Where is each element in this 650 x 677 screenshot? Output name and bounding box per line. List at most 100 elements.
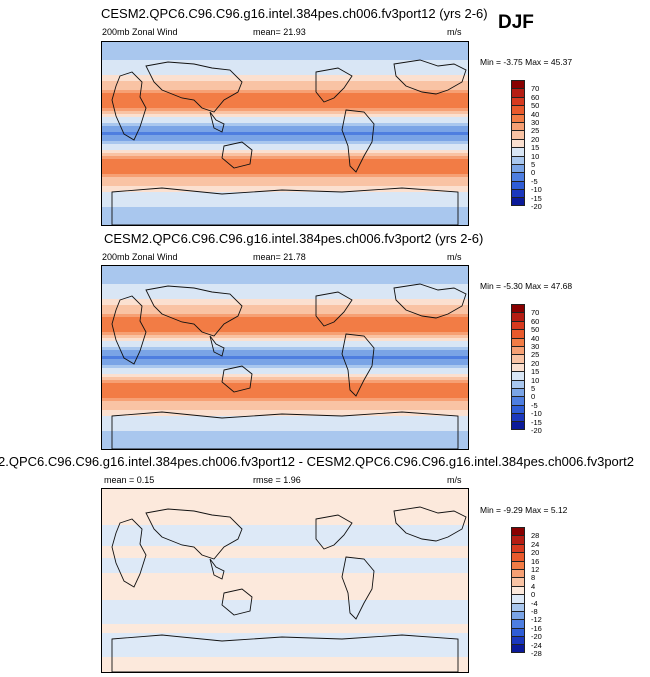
panel3-colorbar-tick-label: 12 xyxy=(531,565,540,574)
panel1-latitude-band xyxy=(102,165,468,169)
panel3-coastline xyxy=(341,556,375,620)
panel1-colorbar-swatch xyxy=(511,189,525,198)
panel1-colorbar-tick-label: 5 xyxy=(531,160,536,169)
panel2-latitude-band xyxy=(102,329,468,333)
panel2-latitude-band xyxy=(102,395,468,399)
panel2-colorbar-tick-label: -15 xyxy=(531,417,542,427)
panel1-latitude-band xyxy=(102,162,468,166)
panel1-colorbar-tick-label: -20 xyxy=(531,202,542,211)
panel2-colorbar-tick-label: -20 xyxy=(531,426,542,435)
panel3-coastline xyxy=(221,588,253,616)
panel2-latitude-band xyxy=(102,290,468,294)
panel2-variable-label: 200mb Zonal Wind xyxy=(102,252,178,262)
panel3-coastline xyxy=(393,506,467,542)
panel1-colorbar-tick-label: -10 xyxy=(531,185,542,195)
panel2-colorbar-tick-label: 30 xyxy=(531,342,540,351)
panel2-latitude-band xyxy=(102,269,468,273)
panel3-latitude-band xyxy=(102,660,468,664)
panel3-latitude-band xyxy=(102,600,468,604)
panel3-latitude-band xyxy=(102,582,468,586)
panel2-latitude-band xyxy=(102,401,468,405)
panel1-latitude-band xyxy=(102,87,468,91)
panel1-latitude-band xyxy=(102,171,468,175)
panel2-latitude-band xyxy=(102,308,468,312)
panel3-coastline xyxy=(145,508,243,560)
panel2-colorbar-swatch xyxy=(511,312,525,321)
panel1-latitude-band xyxy=(102,78,468,82)
panel2-latitude-band xyxy=(102,272,468,276)
panel2-colorbar-swatch xyxy=(511,387,525,397)
panel2-colorbar-tick-label: 40 xyxy=(531,333,540,343)
panel1-latitude-band xyxy=(102,102,468,106)
panel3-colorbar-swatch xyxy=(511,568,525,578)
panel3-latitude-band xyxy=(102,516,468,520)
panel3-latitude-band xyxy=(102,627,468,631)
panel2-colorbar-swatch xyxy=(511,304,525,313)
panel1-coastline xyxy=(111,71,147,141)
panel1-latitude-band xyxy=(102,105,468,109)
panel2-coastline xyxy=(111,295,147,365)
panel3-latitude-band xyxy=(102,669,468,672)
panel1-map-svg xyxy=(102,42,468,225)
panel2-colorbar-swatch xyxy=(511,413,525,422)
panel1-latitude-band xyxy=(102,90,468,94)
panel1-latitude-band xyxy=(102,183,468,187)
panel1-latitude-band xyxy=(102,141,468,145)
panel3-latitude-band xyxy=(102,585,468,589)
panel3-mean: mean = 0.15 xyxy=(104,475,155,485)
panel3-latitude-band xyxy=(102,615,468,619)
panel3-colorbar-swatch xyxy=(511,527,525,536)
panel2-latitude-band xyxy=(102,338,468,342)
panel3-colorbar-tick-label: -28 xyxy=(531,649,542,658)
panel2-latitude-band xyxy=(102,425,468,429)
panel2-latitude-band xyxy=(102,431,468,435)
panel2-colorbar-tick-label: 20 xyxy=(531,358,540,368)
panel3-units: m/s xyxy=(447,475,462,485)
panel3-latitude-band xyxy=(102,639,468,643)
panel3-colorbar-swatch xyxy=(511,585,525,595)
panel2-latitude-band xyxy=(102,326,468,330)
panel3-colorbar-tick-label: 8 xyxy=(531,573,536,583)
panel1-colorbar-tick-label: 15 xyxy=(531,143,540,153)
panel2-colorbar-swatch xyxy=(511,329,525,338)
panel1-latitude-band xyxy=(102,174,468,178)
panel1-coastline xyxy=(145,61,243,113)
panel2-colorbar-tick-label: -5 xyxy=(531,400,538,410)
panel3-latitude-band xyxy=(102,591,468,595)
panel1-colorbar-swatch xyxy=(511,163,525,173)
panel2-latitude-band xyxy=(102,380,468,384)
panel2-latitude-band xyxy=(102,413,468,417)
panel2-coastline xyxy=(341,333,375,397)
panel1-coastline xyxy=(111,187,459,225)
panel2-latitude-band xyxy=(102,428,468,432)
panel1-colorbar-tick-label: -15 xyxy=(531,193,542,203)
panel2-latitude-band xyxy=(102,284,468,288)
panel1-latitude-band xyxy=(102,222,468,225)
panel1-latitude-band xyxy=(102,111,468,115)
panel1-latitude-band xyxy=(102,219,468,223)
panel3-latitude-band xyxy=(102,663,468,667)
panel2-latitude-band xyxy=(102,422,468,426)
panel3-coastline xyxy=(111,518,147,588)
panel1-latitude-band xyxy=(102,72,468,76)
panel2-latitude-band xyxy=(102,314,468,318)
panel2-mean: mean= 21.78 xyxy=(253,252,306,262)
panel2-latitude-band xyxy=(102,407,468,411)
panel1-colorbar-swatch xyxy=(511,155,525,164)
panel1-latitude-band xyxy=(102,132,468,136)
panel1-latitude-band xyxy=(102,168,468,172)
panel3-latitude-band xyxy=(102,537,468,541)
panel2-latitude-band xyxy=(102,434,468,438)
panel2-colorbar-tick-label: 25 xyxy=(531,350,540,360)
panel2-latitude-band xyxy=(102,296,468,300)
panel3-colorbar-tick-label: 28 xyxy=(531,531,540,541)
panel3-latitude-band xyxy=(102,630,468,634)
panel1-colorbar-swatch xyxy=(511,88,525,97)
panel2-colorbar-tick-label: 5 xyxy=(531,384,536,393)
panel1-latitude-band xyxy=(102,204,468,208)
panel1-latitude-band xyxy=(102,54,468,58)
panel1-mean: mean= 21.93 xyxy=(253,27,306,37)
panel1-latitude-band xyxy=(102,156,468,160)
panel2-latitude-band xyxy=(102,293,468,297)
panel1-colorbar-tick-label: 0 xyxy=(531,168,536,178)
